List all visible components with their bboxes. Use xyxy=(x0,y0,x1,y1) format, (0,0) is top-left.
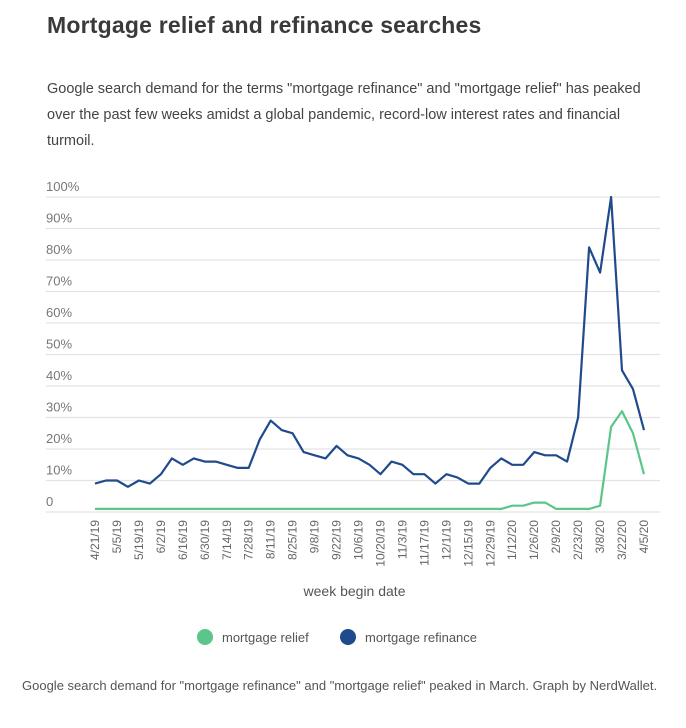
x-tick-label: 1/12/20 xyxy=(505,520,519,560)
x-tick-label: 4/21/19 xyxy=(88,520,102,560)
x-tick-label: 9/22/19 xyxy=(330,520,344,560)
x-tick-label: 4/5/20 xyxy=(637,520,651,554)
x-tick-label: 7/28/19 xyxy=(242,520,256,560)
x-tick-label: 10/20/19 xyxy=(373,520,387,567)
y-tick-label: 80% xyxy=(46,242,72,257)
x-tick-label: 3/8/20 xyxy=(593,520,607,554)
x-tick-label: 12/15/19 xyxy=(461,520,475,567)
legend-label: mortgage relief xyxy=(222,630,309,645)
y-tick-label: 20% xyxy=(46,431,72,446)
x-tick-label: 7/14/19 xyxy=(220,520,234,560)
x-tick-label: 11/3/19 xyxy=(395,520,409,559)
y-tick-label: 50% xyxy=(46,337,72,352)
x-axis-label: week begin date xyxy=(303,583,406,599)
x-tick-label: 6/16/19 xyxy=(176,520,190,560)
x-tick-label: 10/6/19 xyxy=(352,520,366,560)
y-tick-label: 100% xyxy=(46,179,80,194)
x-tick-label: 3/22/20 xyxy=(615,520,629,560)
x-tick-label: 6/30/19 xyxy=(198,520,212,560)
x-tick-label: 2/9/20 xyxy=(549,520,563,554)
series-line-mortgage-refinance xyxy=(94,195,646,488)
chart-title: Mortgage relief and refinance searches xyxy=(47,12,482,38)
x-tick-label: 5/5/19 xyxy=(110,520,124,554)
x-tick-label: 9/8/19 xyxy=(308,520,322,554)
y-tick-label: 40% xyxy=(46,368,72,383)
x-tick-label: 5/19/19 xyxy=(132,520,146,560)
x-tick-label: 2/23/20 xyxy=(571,520,585,560)
x-tick-label: 12/1/19 xyxy=(439,520,453,560)
x-tick-label: 11/17/19 xyxy=(417,520,431,566)
y-tick-label: 30% xyxy=(46,400,72,415)
legend-marker-mortgage-relief xyxy=(197,629,213,645)
chart-subtitle: Google search demand for the terms "mort… xyxy=(47,81,641,149)
legend-label: mortgage refinance xyxy=(365,630,477,645)
x-tick-label: 8/25/19 xyxy=(286,520,300,560)
series-line-mortgage-relief xyxy=(95,410,646,510)
line-chart: 0 10% 20% 30% 40% 50% 60% 70% 80% 90% 100% 4/21/19 5… xyxy=(46,179,660,645)
y-tick-label: 10% xyxy=(46,463,72,478)
x-tick-label: 1/26/20 xyxy=(527,520,541,560)
x-tick-label: 6/2/19 xyxy=(154,520,168,554)
y-tick-label: 60% xyxy=(46,305,72,320)
y-tick-label: 0 xyxy=(46,494,53,509)
y-tick-label: 70% xyxy=(46,274,72,289)
x-tick-label: 8/11/19 xyxy=(264,520,278,559)
chart-caption: Google search demand for "mortgage refin… xyxy=(22,678,658,693)
legend-marker-mortgage-refinance xyxy=(340,629,356,645)
x-tick-label: 12/29/19 xyxy=(483,520,497,567)
y-tick-label: 90% xyxy=(46,211,72,226)
